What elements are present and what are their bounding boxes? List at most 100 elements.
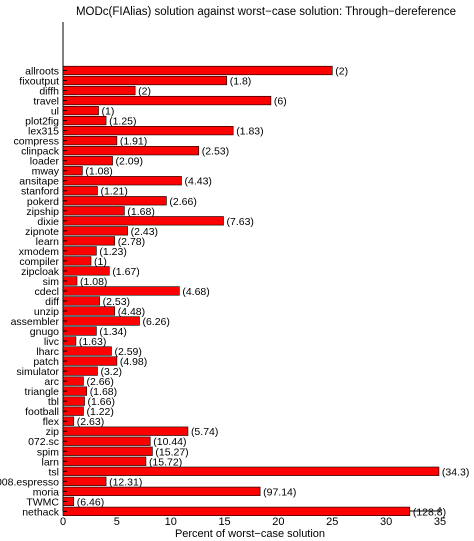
data-label: (2) — [335, 66, 348, 78]
x-tick-label: 35 — [434, 516, 446, 528]
data-label: (2.43) — [131, 226, 158, 238]
category-label: stanford — [21, 186, 59, 198]
category-label: diffh — [39, 86, 59, 98]
bar — [62, 95, 272, 106]
bar — [62, 216, 224, 226]
data-label: (2.59) — [114, 346, 141, 358]
category-label: pokerd — [27, 196, 59, 208]
category-label: 072.sc — [28, 436, 59, 448]
x-tick-label: 30 — [380, 516, 392, 528]
bar — [62, 126, 234, 136]
data-label: (1.67) — [112, 266, 139, 278]
bar — [62, 426, 189, 436]
x-tick-label: 25 — [326, 516, 338, 528]
bar — [62, 105, 99, 116]
data-label: (5.74) — [191, 426, 218, 438]
category-label: flex — [43, 416, 60, 428]
data-label: (1.25) — [109, 116, 136, 128]
bar — [62, 446, 153, 456]
data-label: (2.53) — [202, 146, 229, 158]
x-tick-label: 20 — [272, 516, 284, 528]
category-label: sim — [43, 276, 60, 288]
category-label: ansitape — [19, 176, 59, 188]
bar — [62, 506, 411, 516]
category-label: gnugo — [30, 326, 59, 338]
category-label: arc — [44, 376, 59, 388]
bar — [62, 266, 110, 276]
category-label: dixie — [37, 216, 59, 228]
data-label: (1) — [102, 106, 115, 118]
data-label: (1.08) — [85, 166, 112, 178]
chart-title: MODc(FIAlias) solution against worst−cas… — [76, 6, 456, 18]
category-label: loader — [30, 156, 60, 168]
category-label: football — [25, 406, 59, 418]
category-label: ul — [51, 106, 59, 118]
data-label: (2.53) — [103, 296, 130, 308]
bar — [62, 326, 97, 336]
bar — [62, 186, 98, 196]
bar — [62, 85, 136, 96]
category-label: larn — [41, 456, 59, 468]
category-label: simulator — [16, 366, 59, 378]
data-label: (128.8) — [413, 506, 446, 518]
data-label: (15.72) — [149, 456, 182, 468]
bar — [62, 436, 151, 446]
data-label: (6.46) — [77, 496, 104, 508]
bar — [62, 196, 167, 206]
category-label: zip — [46, 426, 60, 438]
data-label: (1.21) — [100, 186, 127, 198]
data-label: (4.68) — [182, 286, 209, 298]
bar — [62, 246, 97, 256]
data-label: (12.31) — [109, 476, 142, 488]
data-label: (2.09) — [116, 156, 143, 168]
data-label: (7.63) — [226, 216, 253, 228]
data-label: (1.22) — [86, 406, 113, 418]
data-label: (1.08) — [80, 276, 107, 288]
bar — [62, 146, 200, 156]
category-label: cdecl — [34, 286, 59, 298]
category-label: fixoutput — [19, 76, 59, 88]
bar — [62, 366, 98, 376]
bar — [62, 206, 125, 216]
bar — [62, 486, 261, 496]
category-label: travel — [33, 96, 59, 108]
category-label: compiler — [19, 256, 59, 268]
bar — [62, 286, 180, 296]
category-label: lex315 — [28, 126, 59, 138]
category-label: allroots — [25, 66, 59, 78]
bar — [62, 176, 182, 186]
category-label: zipcloak — [21, 266, 60, 278]
data-label: (1.68) — [90, 386, 117, 398]
category-label: xmodem — [19, 246, 60, 258]
category-label: mway — [32, 166, 60, 178]
data-label: (10.44) — [153, 436, 186, 448]
bar — [62, 116, 107, 126]
bar — [62, 356, 118, 366]
category-label: TWMC — [26, 496, 59, 508]
category-label: triangle — [25, 386, 60, 398]
bar — [62, 346, 112, 356]
bar — [62, 466, 440, 476]
data-label: (1.68) — [127, 206, 154, 218]
category-label: 008.espresso — [0, 476, 59, 488]
category-label: plot2fig — [25, 116, 59, 128]
category-label: patch — [33, 356, 59, 368]
data-label: (1.63) — [79, 336, 106, 348]
category-label: tbl — [48, 396, 59, 408]
x-tick-label: 10 — [165, 516, 177, 528]
category-label: learn — [36, 236, 60, 248]
category-label: clinpack — [21, 146, 60, 158]
bar — [62, 65, 333, 76]
bar — [62, 256, 92, 266]
data-label: (1.34) — [99, 326, 126, 338]
data-label: (6.26) — [142, 316, 169, 328]
category-label: lharc — [36, 346, 59, 358]
data-label: (2.66) — [86, 376, 113, 388]
category-label: moria — [33, 486, 59, 498]
data-label: (2.78) — [118, 236, 145, 248]
data-label: (2.63) — [77, 416, 104, 428]
category-label: zipship — [26, 206, 59, 218]
bar — [62, 316, 140, 326]
bar — [62, 226, 128, 236]
category-label: diff — [45, 296, 59, 308]
